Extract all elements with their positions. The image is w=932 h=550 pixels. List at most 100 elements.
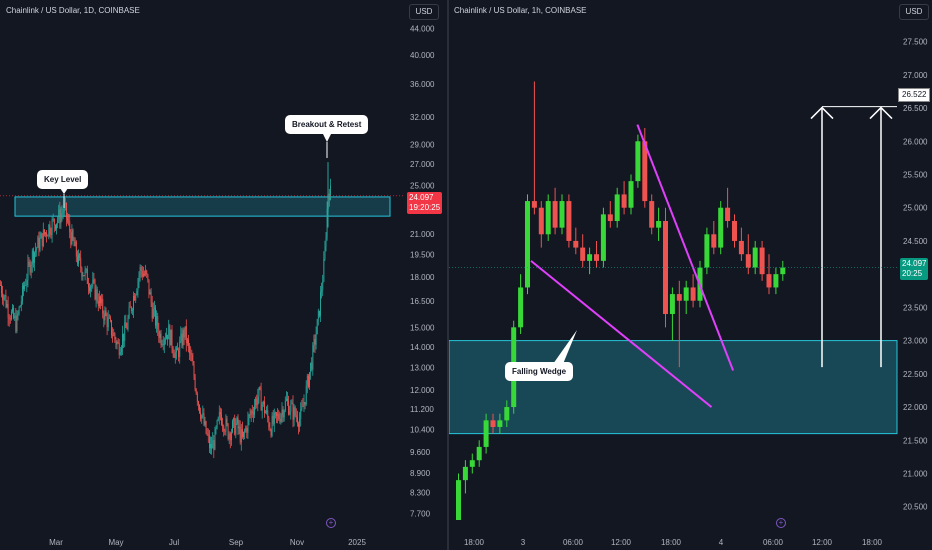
- daily-candle: [96, 289, 98, 301]
- pane-divider[interactable]: [447, 0, 449, 550]
- daily-candle: [41, 233, 43, 247]
- daily-currency-button[interactable]: USD: [409, 4, 439, 20]
- daily-candle: [276, 412, 277, 416]
- daily-candle: [111, 320, 112, 336]
- daily-candle: [89, 287, 90, 292]
- daily-candle: [242, 429, 243, 438]
- daily-candle: [115, 338, 117, 345]
- daily-candle: [283, 410, 285, 418]
- daily-candle: [228, 433, 230, 440]
- daily-candle: [190, 353, 192, 355]
- daily-candle: [99, 296, 100, 306]
- hourly-chart-pane[interactable]: 27.500 27.000 26.500 26.000 25.500 25.000 24.5…: [449, 0, 932, 550]
- daily-candle: [297, 417, 298, 424]
- daily-candle: [213, 440, 215, 450]
- add-indicator-icon[interactable]: +: [326, 518, 336, 528]
- hourly-candle: [469, 460, 475, 467]
- daily-candle: [44, 229, 45, 235]
- daily-candle: [138, 275, 140, 281]
- daily-candle: [103, 313, 105, 321]
- key-level-zone: [14, 196, 391, 217]
- daily-candle: [125, 322, 127, 328]
- daily-chart-canvas[interactable]: 44.000 40.000 36.000 32.000 29.000 27.000 25.0…: [0, 0, 447, 550]
- daily-candle: [193, 364, 195, 377]
- daily-candle: [174, 352, 176, 358]
- daily-candle: [237, 417, 239, 429]
- daily-candle: [60, 214, 62, 224]
- hourly-chart-canvas[interactable]: 27.500 27.000 26.500 26.000 25.500 25.000 24.5…: [449, 0, 932, 550]
- daily-candle: [209, 435, 210, 449]
- daily-candle: [227, 423, 229, 440]
- daily-candle: [113, 333, 115, 336]
- daily-candle: [71, 229, 73, 245]
- daily-y-tick: 29.000: [410, 140, 435, 149]
- daily-candle: [158, 329, 160, 338]
- daily-candle: [36, 247, 38, 250]
- daily-candle: [48, 224, 50, 236]
- hourly-candle: [732, 221, 737, 241]
- hourly-candle: [490, 420, 496, 427]
- hourly-candle: [690, 287, 696, 301]
- daily-candle: [272, 415, 274, 424]
- hourly-y-tick: 22.500: [903, 370, 928, 379]
- daily-candle: [53, 218, 55, 225]
- daily-chart-pane[interactable]: 44.000 40.000 36.000 32.000 29.000 27.000 25.0…: [0, 0, 447, 550]
- daily-candle: [57, 219, 59, 224]
- daily-candle: [202, 413, 204, 416]
- hourly-x-tick: 4: [719, 538, 724, 547]
- hourly-candle: [566, 201, 572, 241]
- daily-last-price-tag: 24.097 19:20:25: [407, 192, 443, 214]
- daily-candle: [155, 307, 156, 326]
- daily-candle: [271, 415, 273, 436]
- hourly-candle: [752, 247, 758, 268]
- daily-candle: [188, 339, 189, 346]
- hourly-y-tick: 21.500: [903, 436, 928, 445]
- daily-candle: [16, 314, 18, 332]
- daily-candle: [234, 418, 236, 435]
- daily-candle: [254, 405, 255, 415]
- daily-candle: [31, 250, 33, 265]
- daily-candle: [143, 273, 144, 277]
- hourly-candle: [594, 254, 599, 261]
- daily-candle: [269, 427, 271, 431]
- daily-candle: [198, 401, 199, 405]
- daily-candle: [205, 421, 207, 434]
- hourly-candle: [614, 194, 620, 222]
- hourly-candle: [738, 240, 744, 255]
- daily-candle: [236, 417, 238, 424]
- daily-candle: [298, 423, 299, 428]
- hourly-chart-title: Chainlink / US Dollar, 1h, COINBASE: [454, 6, 587, 15]
- daily-candle: [61, 213, 63, 215]
- hourly-x-tick: 18:00: [661, 538, 682, 547]
- hourly-currency-button[interactable]: USD: [899, 4, 929, 20]
- wedge-lower-line: [530, 260, 713, 408]
- hourly-candle: [745, 254, 751, 268]
- daily-candle: [1, 285, 2, 294]
- hourly-y-tick: 22.000: [903, 403, 928, 412]
- daily-candle: [81, 267, 83, 277]
- daily-candle: [177, 348, 178, 351]
- daily-candle: [277, 414, 279, 416]
- daily-candle: [24, 285, 26, 290]
- target-arrow-head: [869, 106, 893, 120]
- daily-y-tick: 8.900: [410, 469, 431, 478]
- daily-chart-title: Chainlink / US Dollar, 1D, COINBASE: [6, 6, 140, 15]
- daily-candle: [314, 339, 316, 345]
- daily-candle: [91, 285, 93, 287]
- add-indicator-icon-right[interactable]: +: [776, 518, 786, 528]
- daily-y-tick: 7.700: [410, 509, 431, 518]
- key-level-callout: Key Level: [37, 170, 89, 189]
- hourly-y-tick: 20.500: [903, 503, 928, 512]
- hourly-candle: [780, 267, 786, 275]
- daily-candle: [180, 333, 182, 342]
- daily-candle: [229, 433, 231, 441]
- daily-candle: [319, 310, 320, 317]
- daily-candle: [64, 203, 66, 204]
- daily-candle: [220, 412, 221, 415]
- daily-y-tick: 12.000: [410, 386, 435, 395]
- hourly-candle: [676, 294, 682, 301]
- daily-candle: [325, 236, 327, 247]
- daily-candle: [67, 218, 68, 221]
- daily-candle: [75, 241, 77, 257]
- daily-candle: [42, 229, 44, 247]
